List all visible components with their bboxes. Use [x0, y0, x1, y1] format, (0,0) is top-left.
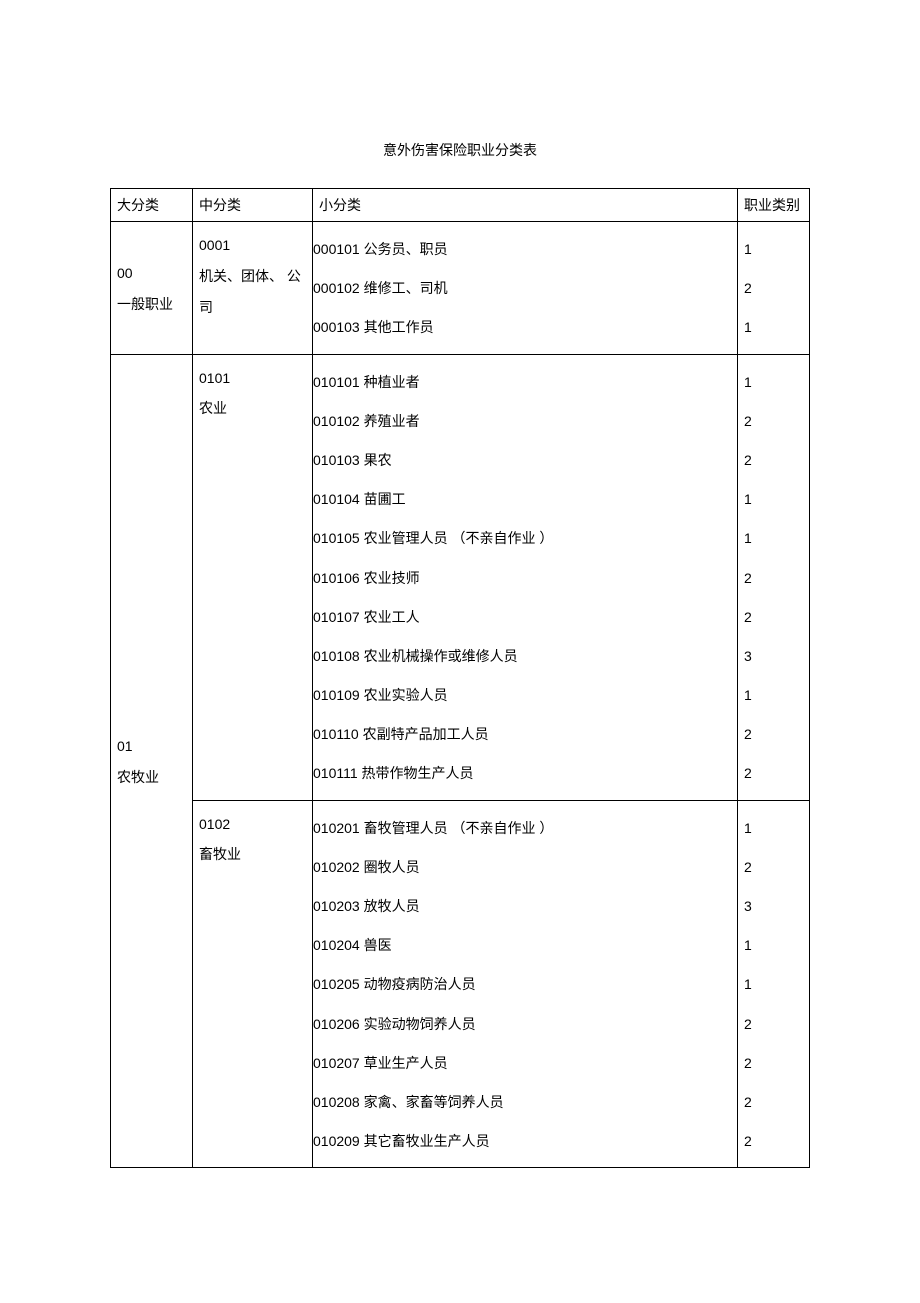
classification-table: 大分类 中分类 小分类 职业类别 00一般职业0001机关、团体、 公司0001… [110, 188, 810, 1168]
table-row: 00一般职业0001机关、团体、 公司000101 公务员、职员000102 维… [111, 222, 810, 355]
major-name: 一般职业 [117, 289, 186, 320]
major-name: 农牧业 [117, 762, 186, 793]
mid-name: 农业 [199, 393, 306, 424]
category-value: 2 [744, 598, 803, 637]
category-value: 2 [744, 1005, 803, 1044]
category-value: 2 [744, 402, 803, 441]
sub-item: 010101 种植业者 [313, 363, 731, 402]
category-cell: 121 [738, 222, 810, 355]
sub-item: 010106 农业技师 [313, 559, 731, 598]
mid-code: 0001 [199, 230, 306, 261]
sub-item: 010111 热带作物生产人员 [313, 754, 731, 793]
major-cell: 01农牧业 [111, 354, 193, 1168]
category-value: 2 [744, 559, 803, 598]
major-code: 01 [117, 731, 186, 762]
sub-item: 000103 其他工作员 [313, 308, 731, 347]
category-value: 1 [744, 676, 803, 715]
category-value: 1 [744, 519, 803, 558]
sub-item: 010110 农副特产品加工人员 [313, 715, 731, 754]
mid-cell: 0102畜牧业 [193, 800, 313, 1168]
category-value: 1 [744, 480, 803, 519]
category-cell: 123112222 [738, 800, 810, 1168]
sub-item: 010201 畜牧管理人员 （不亲自作业 ） [313, 809, 731, 848]
category-value: 2 [744, 754, 803, 793]
page-title: 意外伤害保险职业分类表 [110, 140, 810, 160]
mid-cell: 0101农业 [193, 354, 313, 800]
category-value: 2 [744, 269, 803, 308]
category-value: 2 [744, 1122, 803, 1161]
mid-name: 畜牧业 [199, 839, 306, 870]
category-value: 1 [744, 965, 803, 1004]
mid-code: 0102 [199, 809, 306, 840]
header-sub: 小分类 [313, 189, 738, 222]
sub-item: 010105 农业管理人员 （不亲自作业 ） [313, 519, 731, 558]
sub-cell: 000101 公务员、职员000102 维修工、司机000103 其他工作员 [313, 222, 738, 355]
sub-item: 000102 维修工、司机 [313, 269, 731, 308]
sub-item: 010109 农业实验人员 [313, 676, 731, 715]
category-value: 2 [744, 441, 803, 480]
category-cell: 12211223122 [738, 354, 810, 800]
mid-cell: 0001机关、团体、 公司 [193, 222, 313, 355]
category-value: 1 [744, 363, 803, 402]
major-cell: 00一般职业 [111, 222, 193, 355]
sub-item: 010103 果农 [313, 441, 731, 480]
sub-item: 010202 圈牧人员 [313, 848, 731, 887]
sub-item: 010206 实验动物饲养人员 [313, 1005, 731, 1044]
category-value: 2 [744, 848, 803, 887]
category-value: 1 [744, 926, 803, 965]
category-value: 3 [744, 637, 803, 676]
sub-item: 010208 家禽、家畜等饲养人员 [313, 1083, 731, 1122]
category-value: 1 [744, 308, 803, 347]
sub-cell: 010201 畜牧管理人员 （不亲自作业 ）010202 圈牧人员010203 … [313, 800, 738, 1168]
sub-item: 010205 动物疫病防治人员 [313, 965, 731, 1004]
mid-code: 0101 [199, 363, 306, 394]
sub-item: 010104 苗圃工 [313, 480, 731, 519]
sub-item: 000101 公务员、职员 [313, 230, 731, 269]
category-value: 1 [744, 230, 803, 269]
category-value: 1 [744, 809, 803, 848]
sub-item: 010204 兽医 [313, 926, 731, 965]
sub-item: 010209 其它畜牧业生产人员 [313, 1122, 731, 1161]
mid-name: 机关、团体、 公司 [199, 261, 306, 323]
category-value: 3 [744, 887, 803, 926]
header-mid: 中分类 [193, 189, 313, 222]
sub-cell: 010101 种植业者010102 养殖业者010103 果农010104 苗圃… [313, 354, 738, 800]
category-value: 2 [744, 715, 803, 754]
sub-item: 010207 草业生产人员 [313, 1044, 731, 1083]
sub-item: 010108 农业机械操作或维修人员 [313, 637, 731, 676]
category-value: 2 [744, 1083, 803, 1122]
table-header-row: 大分类 中分类 小分类 职业类别 [111, 189, 810, 222]
major-code: 00 [117, 258, 186, 289]
header-major: 大分类 [111, 189, 193, 222]
sub-item: 010102 养殖业者 [313, 402, 731, 441]
sub-item: 010107 农业工人 [313, 598, 731, 637]
category-value: 2 [744, 1044, 803, 1083]
header-category: 职业类别 [738, 189, 810, 222]
table-row: 01农牧业0101农业010101 种植业者010102 养殖业者010103 … [111, 354, 810, 800]
table-row: 0102畜牧业010201 畜牧管理人员 （不亲自作业 ）010202 圈牧人员… [111, 800, 810, 1168]
sub-item: 010203 放牧人员 [313, 887, 731, 926]
